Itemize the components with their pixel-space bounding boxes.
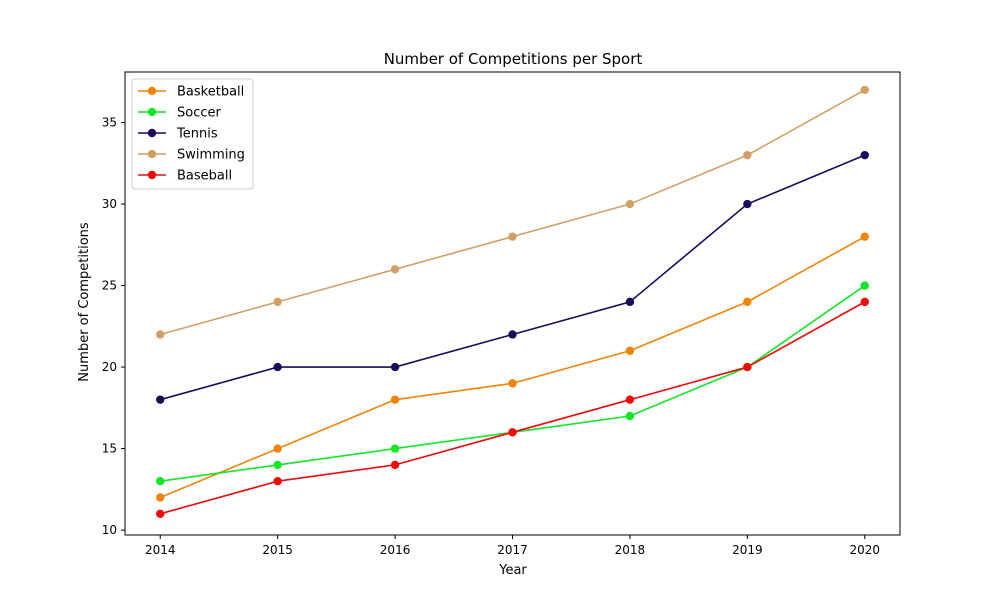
data-point-tennis-2020 [860, 150, 869, 160]
data-point-baseball-2019 [743, 362, 752, 372]
data-point-basketball-2018 [625, 346, 635, 355]
legend-label-tennis: Tennis [176, 127, 218, 142]
legend-label-basketball: Basketball [177, 85, 244, 100]
data-point-baseball-2020 [860, 297, 869, 307]
y-tick-label-15: 15 [102, 442, 117, 456]
data-point-tennis-2018 [625, 297, 635, 307]
legend-marker-soccer [147, 107, 157, 117]
data-point-baseball-2015 [273, 477, 282, 486]
y-tick-label-25: 25 [102, 279, 117, 293]
data-point-basketball-2017 [508, 379, 517, 388]
y-tick-label-10: 10 [102, 523, 117, 537]
data-point-swimming-2019 [743, 150, 752, 160]
data-point-baseball-2018 [625, 395, 635, 404]
data-point-basketball-2016 [390, 395, 400, 404]
y-axis-label: Number of Competitions [77, 222, 92, 382]
data-point-soccer-2016 [390, 444, 400, 453]
y-tick-label-35: 35 [102, 116, 117, 130]
legend-box [131, 78, 254, 190]
data-point-soccer-2018 [625, 411, 635, 421]
data-point-soccer-2015 [273, 460, 282, 470]
y-tick-label-20: 20 [102, 360, 117, 374]
data-point-swimming-2017 [508, 232, 517, 241]
series-line-basketball [159, 235, 866, 499]
x-axis-label: Year [498, 563, 527, 578]
data-point-tennis-2015 [273, 362, 282, 372]
data-point-swimming-2015 [273, 297, 282, 307]
chart-title: Number of Competitions per Sport [384, 50, 643, 68]
data-point-tennis-2016 [390, 362, 400, 372]
data-point-baseball-2016 [390, 460, 400, 470]
data-point-basketball-2015 [273, 444, 282, 453]
series-line-swimming [160, 89, 866, 336]
data-point-tennis-2019 [743, 199, 752, 209]
x-tick-label-2015: 2015 [262, 543, 293, 557]
x-tick-label-2014: 2014 [145, 543, 176, 557]
legend-label-baseball: Baseball [177, 169, 232, 184]
data-point-tennis-2017 [508, 330, 517, 339]
x-tick-label-2018: 2018 [615, 543, 646, 557]
legend-label-swimming: Swimming [177, 148, 245, 163]
data-point-basketball-2020 [860, 232, 869, 241]
legend-marker-basketball [147, 86, 157, 96]
x-tick-label-2020: 2020 [849, 543, 880, 557]
x-tick-label-2016: 2016 [380, 543, 411, 557]
y-tick-label-30: 30 [102, 197, 117, 211]
data-point-basketball-2014 [156, 493, 165, 502]
data-point-baseball-2014 [156, 509, 165, 519]
plot-area: 2014 2015 2016 2017 2018 2019 2020 10 15 20 25 30 35 [102, 71, 901, 557]
data-point-basketball-2019 [743, 297, 752, 307]
x-tick-label-2017: 2017 [497, 543, 528, 557]
data-point-swimming-2016 [390, 265, 400, 274]
data-point-swimming-2014 [156, 330, 165, 339]
x-tick-label-2019: 2019 [732, 543, 763, 557]
legend-marker-tennis [147, 128, 157, 138]
data-point-swimming-2020 [860, 85, 869, 95]
legend-label-soccer: Soccer [177, 106, 221, 121]
data-point-swimming-2018 [625, 199, 635, 209]
series-line-tennis [160, 154, 866, 401]
data-point-baseball-2017 [508, 428, 517, 437]
legend: Basketball Soccer Tennis Swimming Baseball [131, 78, 254, 190]
legend-marker-swimming [147, 149, 157, 159]
data-point-tennis-2014 [156, 395, 165, 404]
legend-marker-baseball [147, 170, 157, 180]
data-point-soccer-2020 [860, 281, 869, 290]
data-point-soccer-2014 [156, 477, 165, 486]
